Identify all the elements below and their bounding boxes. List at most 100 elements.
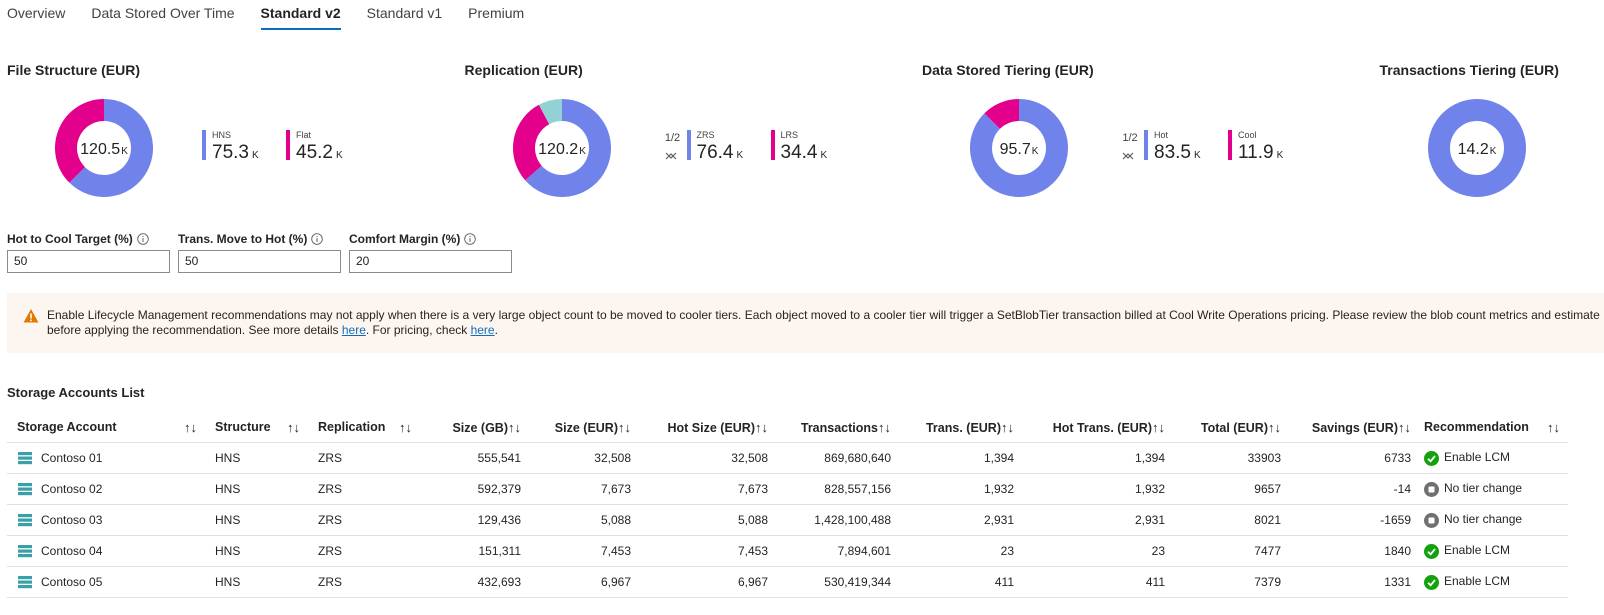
sort-icon[interactable]: ↑↓ <box>1547 420 1560 435</box>
info-icon[interactable] <box>311 233 324 245</box>
cell-text: 7,894,601 <box>837 544 891 558</box>
donut-segment <box>69 99 153 197</box>
header-text: Hot Size (EUR) <box>667 420 756 435</box>
table-cell: ZRS <box>308 535 420 567</box>
sort-icon[interactable]: ↑↓ <box>1152 419 1165 435</box>
legend-swatch <box>286 130 290 160</box>
table-cell: 1840 <box>1284 535 1414 567</box>
column-header[interactable]: Trans. (EUR)↑↓ <box>894 412 1017 443</box>
cell-text: 1,932 <box>983 482 1014 496</box>
donut-segment <box>1427 99 1526 198</box>
pager-text: 1/2 <box>664 132 681 144</box>
input-box[interactable]: 20 <box>349 250 512 273</box>
table-cell: 1,932 <box>1017 473 1168 505</box>
column-header[interactable]: Hot Size (EUR)↑↓ <box>634 412 771 443</box>
table-cell: 1331 <box>1284 566 1414 598</box>
label-text: Hot to Cool Target (%) <box>7 232 133 246</box>
cell-text: 7,453 <box>600 544 631 558</box>
tab[interactable]: Standard v2 <box>260 4 341 30</box>
input-field: Comfort Margin (%) 20 <box>349 230 512 273</box>
sort-icon[interactable]: ↑↓ <box>1398 419 1411 435</box>
sort-icon[interactable]: ↑↓ <box>1268 419 1281 435</box>
sort-icon[interactable]: ↑↓ <box>508 419 521 435</box>
table-cell: 7379 <box>1168 566 1284 598</box>
column-header[interactable]: Storage Account ↑↓ <box>7 412 205 443</box>
column-header[interactable]: Recommendation ↑↓ <box>1414 412 1568 443</box>
column-header[interactable]: Total (EUR)↑↓ <box>1168 412 1284 443</box>
sort-icon[interactable]: ↑↓ <box>755 419 768 435</box>
column-header[interactable]: Size (GB)↑↓ <box>420 412 524 443</box>
table-title: Storage Accounts List <box>7 385 145 400</box>
link[interactable]: here <box>470 323 495 337</box>
donut-chart: Transactions Tiering (EUR) 14.2K <box>1380 60 1604 210</box>
storage-icon <box>18 514 32 527</box>
cell-text: 7,673 <box>600 482 631 496</box>
chevron-icon[interactable] <box>1122 152 1134 160</box>
cell-text: 5,088 <box>600 513 631 527</box>
input-box[interactable]: 50 <box>178 250 341 273</box>
legend-text: LRS 34.4 K <box>781 130 828 164</box>
table-cell: 6,967 <box>634 566 771 598</box>
legend-item: HNS 75.3 K <box>202 130 259 164</box>
table-row[interactable]: Contoso 04 HNS ZRS 151,311 7,453 7,453 7,894,6… <box>7 535 1568 567</box>
tab[interactable]: Standard v1 <box>366 5 443 21</box>
stop-icon <box>1424 512 1439 528</box>
column-header[interactable]: Hot Trans. (EUR)↑↓ <box>1017 412 1168 443</box>
info-icon[interactable] <box>464 233 477 245</box>
chevron <box>1122 152 1134 159</box>
column-header[interactable]: Structure ↑↓ <box>205 412 308 443</box>
chevron-icon[interactable] <box>665 152 677 160</box>
donut-chart: File Structure (EUR) 120.5K HNS 75.3 K Flat 45… <box>7 60 464 210</box>
unit: K <box>820 150 828 161</box>
column-header[interactable]: Savings (EUR)↑↓ <box>1284 412 1414 443</box>
legend-item: Hot 83.5 K <box>1144 130 1201 164</box>
sort-icon[interactable]: ↑↓ <box>287 420 300 435</box>
cell-text: HNS <box>215 544 241 558</box>
check-icon <box>1424 450 1439 466</box>
input-box[interactable]: 50 <box>7 250 170 273</box>
table-cell: HNS <box>205 535 308 567</box>
table-head: Storage Account ↑↓ Structure ↑↓ Replication ↑… <box>7 412 1568 443</box>
sort-icon[interactable]: ↑↓ <box>618 419 631 435</box>
sort-icon[interactable]: ↑↓ <box>1001 419 1014 435</box>
chevron-icon[interactable] <box>1122 152 1134 160</box>
table-row[interactable]: Contoso 05 HNS ZRS 432,693 6,967 6,967 530,419… <box>7 566 1568 598</box>
cell-text: Contoso 04 <box>41 543 103 558</box>
cell-text: 411 <box>994 575 1014 589</box>
tab[interactable]: Data Stored Over Time <box>91 5 235 21</box>
legend-swatch <box>770 130 775 160</box>
table-row[interactable]: Contoso 02 HNS ZRS 592,379 7,673 7,673 828,557… <box>7 473 1568 505</box>
tab[interactable]: Premium <box>468 5 525 21</box>
table-cell: 1,394 <box>894 442 1017 474</box>
table-row[interactable]: Contoso 01 HNS ZRS 555,541 32,508 32,508 869,6… <box>7 442 1568 474</box>
chart-title: File Structure (EUR) <box>7 62 141 78</box>
tab-bar: Overview Data Stored Over Time Standard v2… <box>7 4 524 30</box>
input-label: Comfort Margin (%) <box>349 230 512 248</box>
tab[interactable]: Overview <box>7 5 66 21</box>
pager: 1/2 <box>664 132 681 160</box>
header-row: Storage Account ↑↓ Structure ↑↓ Replication ↑… <box>7 412 1568 443</box>
chevron-icon[interactable] <box>665 152 677 160</box>
total-value: 120.2 <box>538 141 578 158</box>
legend-value: 75.3 K <box>212 142 259 164</box>
info-dot <box>142 236 144 237</box>
info-icon[interactable] <box>137 233 149 245</box>
column-header[interactable]: Transactions↑↓ <box>771 412 894 443</box>
sort-icon[interactable]: ↑↓ <box>878 419 891 435</box>
table-row[interactable]: Contoso 03 HNS ZRS 129,436 5,088 5,088 1,428,1… <box>7 504 1568 536</box>
legend-name: Cool <box>1238 130 1257 140</box>
icon-part <box>18 514 32 518</box>
sort-icon[interactable]: ↑↓ <box>399 420 412 435</box>
link[interactable]: here <box>341 323 366 337</box>
sort-icon[interactable]: ↑↓ <box>184 420 197 435</box>
cell-text: 555,541 <box>477 451 521 465</box>
label-text: Trans. Move to Hot (%) <box>178 232 308 246</box>
table-cell: HNS <box>205 504 308 536</box>
column-header[interactable]: Replication ↑↓ <box>308 412 420 443</box>
icon-part <box>18 461 32 465</box>
cell-text: 33903 <box>1247 451 1281 465</box>
chevron <box>665 153 676 160</box>
column-header[interactable]: Size (EUR)↑↓ <box>524 412 634 443</box>
cell-text: 6,967 <box>737 575 768 589</box>
icon-part <box>18 576 32 580</box>
